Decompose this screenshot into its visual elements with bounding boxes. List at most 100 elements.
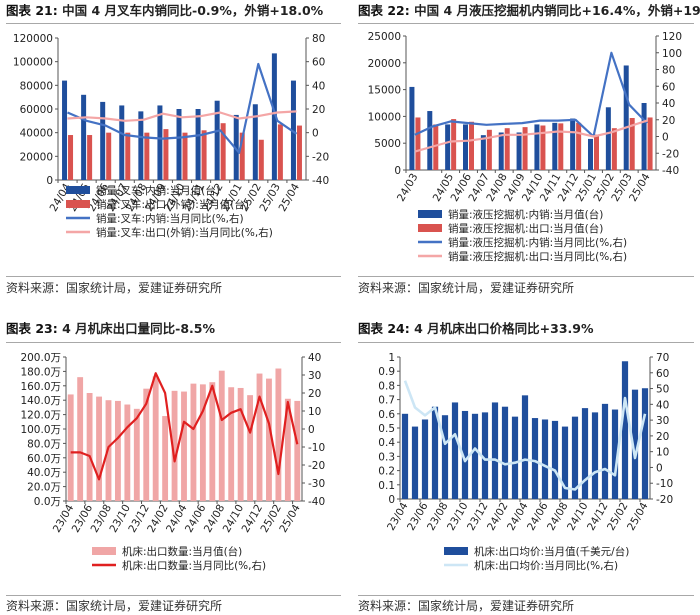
- bar-24/06: [541, 419, 549, 499]
- legend-label: 销量:叉车:内销:当月同比(%,右): [96, 212, 244, 225]
- y-tick-label: 40000: [20, 128, 53, 140]
- legend-label: 机床:出口数量:当月同比(%,右): [122, 559, 266, 572]
- source-divider: [6, 276, 341, 277]
- bar-25/03: [277, 124, 283, 180]
- bar-25/01: [588, 138, 593, 170]
- bar-24/12: [220, 123, 226, 180]
- bar-24/10: [176, 109, 182, 180]
- bar-23/06: [421, 419, 429, 499]
- y-tick-label: 0.3: [378, 451, 395, 463]
- legend-label: 销量:叉车:出口(外销):当月同比(%,右): [96, 226, 273, 239]
- y2-tick-label: 10: [656, 447, 669, 459]
- bar-24/05: [81, 94, 87, 180]
- y-tick-label: 0.1: [378, 480, 395, 492]
- bar-25/03: [631, 389, 639, 499]
- y2-tick-label: 40: [662, 98, 675, 110]
- y2-tick-label: -40: [308, 496, 325, 508]
- source-note: 资料来源：国家统计局，爱建证券研究所: [6, 281, 223, 295]
- y2-tick-label: 50: [656, 384, 669, 396]
- y2-tick-label: 20: [662, 115, 675, 127]
- bar-23/10: [461, 410, 469, 499]
- bar-23/07: [431, 406, 439, 499]
- chart-22-svg: 0 5000 10000 15000 20000 25000 -40 -20 0 20 40 60 80…: [368, 31, 682, 263]
- y2-tick-label: -30: [308, 478, 325, 490]
- legend-marker: [418, 224, 442, 232]
- bar-25/03: [284, 398, 291, 501]
- bar-24/08: [561, 426, 569, 499]
- bar-25/02: [605, 107, 611, 170]
- y2-tick-label: -20: [662, 148, 679, 160]
- bar-24/08: [138, 111, 144, 180]
- y2-tick-label: 80: [312, 33, 325, 45]
- bar-23/11: [471, 413, 479, 499]
- chart-23-svg: 0.0万 20.0万 40.0万 60.0万 80.0万 100.0万 120.0万 140.…: [20, 352, 325, 572]
- bar-24/03: [171, 390, 178, 501]
- y2-tick-label: -20: [656, 494, 673, 506]
- bar-24/03: [415, 117, 421, 170]
- legend-marker: [66, 186, 90, 194]
- bar-24/09: [157, 105, 163, 180]
- chart-label: 图表 23:: [6, 321, 58, 336]
- bar-25/02: [275, 368, 282, 501]
- y-tick-label: 60000: [20, 104, 53, 116]
- chart-title: 图表 23: 4 月机床出口量同比-8.5%: [6, 318, 341, 340]
- bar-24/11: [558, 123, 564, 170]
- bar-25/04: [647, 117, 653, 170]
- bar-24/07: [119, 105, 125, 180]
- x-tick-label: 25/04: [625, 500, 651, 532]
- bar-23/09: [451, 402, 459, 499]
- legend-marker: [92, 547, 116, 555]
- bar-23/04: [401, 413, 409, 499]
- y2-tick-label: 40: [308, 352, 321, 364]
- series-line-0: [414, 51, 648, 138]
- y-tick-label: 0: [388, 494, 395, 506]
- y2-tick-label: -20: [312, 151, 329, 163]
- y2-tick-label: 30: [308, 370, 321, 382]
- panel-chart-24: 图表 24: 4 月机床出口价格同比+33.9% 0 0.1 0.2 0.3 0.4 0.…: [358, 318, 694, 615]
- y-tick-label: 0.5: [378, 423, 395, 435]
- bar-25/01: [594, 134, 599, 170]
- bar-24/12: [570, 118, 576, 170]
- bar-23/12: [143, 388, 150, 501]
- y-tick-label: 80.0万: [27, 438, 61, 450]
- legend-label: 销量:液压挖掘机:内销:当月同比(%,右): [448, 236, 627, 249]
- chart-title-text: 4 月机床出口量同比-8.5%: [62, 321, 216, 336]
- y-tick-label: 140.0万: [20, 395, 61, 407]
- source-divider: [358, 276, 694, 277]
- y2-tick-label: 0: [308, 424, 315, 436]
- bar-25/01: [233, 114, 239, 180]
- bar-24/08: [498, 132, 504, 170]
- bar-24/10: [540, 125, 546, 170]
- bar-25/03: [623, 65, 629, 170]
- chart-title: 图表 21: 中国 4 月叉车内销同比-0.9%，外销+18.0%: [6, 0, 341, 22]
- chart-label: 图表 22:: [358, 3, 410, 18]
- y-tick-label: 0.7: [378, 395, 395, 407]
- bar-24/07: [125, 132, 131, 180]
- y-tick-label: 100.0万: [20, 424, 61, 436]
- y2-tick-label: 120: [662, 31, 682, 43]
- y-tick-label: 0.2: [378, 466, 395, 478]
- y-tick-label: 20000: [368, 58, 401, 70]
- y-tick-label: 0.4: [378, 437, 395, 449]
- bar-23/05: [77, 377, 84, 501]
- bar-24/05: [87, 135, 93, 180]
- legend-label: 销量:液压挖掘机:出口:当月值(台): [448, 222, 603, 235]
- bar-24/12: [214, 100, 220, 180]
- bar-25/03: [271, 53, 277, 180]
- y2-tick-label: 60: [312, 57, 325, 69]
- y-tick-label: 15000: [368, 85, 401, 97]
- y-tick-label: 40.0万: [27, 467, 61, 479]
- y2-tick-label: 60: [662, 81, 675, 93]
- bar-24/04: [433, 124, 439, 170]
- y-tick-label: 0.9: [378, 366, 395, 378]
- y2-tick-label: 70: [656, 352, 669, 364]
- bar-24/12: [601, 403, 609, 499]
- bar-24/02: [501, 406, 509, 499]
- y2-tick-label: 0: [662, 132, 669, 144]
- panel-chart-21: 图表 21: 中国 4 月叉车内销同比-0.9%，外销+18.0% 0 20000…: [6, 0, 341, 300]
- bar-24/10: [237, 387, 244, 501]
- bar-24/07: [480, 135, 486, 170]
- bar-24/11: [247, 395, 254, 501]
- y-tick-label: 200.0万: [20, 352, 61, 364]
- legend-marker: [418, 210, 442, 218]
